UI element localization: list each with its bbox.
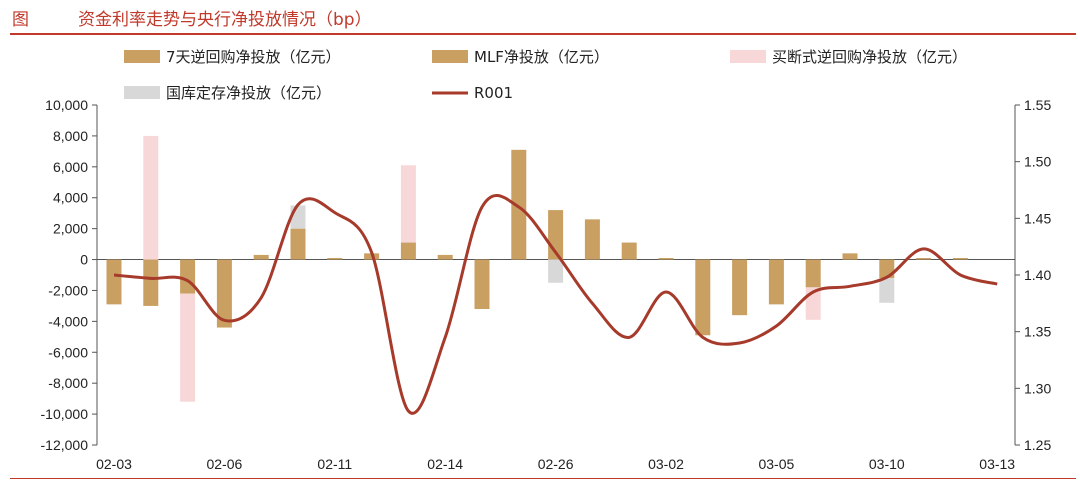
- right-tick-label: 1.45: [1024, 210, 1051, 226]
- left-tick-label: -8,000: [48, 375, 88, 391]
- bar-repo7: [511, 149, 527, 260]
- title-rule: [10, 33, 1076, 35]
- left-tick-label: 4,000: [53, 190, 88, 206]
- legend-label-treasury: 国库定存净投放（亿元）: [166, 84, 331, 102]
- left-tick-label: -4,000: [48, 313, 88, 329]
- tick-labels: 10,000 8,000 6,000 4,000 2,000 0 -2,000 -4,000 -…: [41, 97, 1052, 472]
- line-series: [113, 193, 998, 415]
- x-tick-label: 02-03: [96, 456, 132, 472]
- bar-repo7: [290, 228, 306, 260]
- bar-repo7: [253, 254, 269, 260]
- left-tick-label: -10,000: [41, 406, 89, 422]
- bar-repo7: [327, 258, 343, 260]
- right-tick-label: 1.35: [1024, 324, 1051, 340]
- bar-repo7: [216, 259, 232, 328]
- left-tick-label: 8,000: [53, 128, 88, 144]
- left-tick-label: -2,000: [48, 282, 88, 298]
- x-tick-label: 03-13: [979, 456, 1015, 472]
- x-tick-label: 03-02: [648, 456, 684, 472]
- right-tick-label: 1.25: [1024, 437, 1051, 453]
- left-tick-label: 6,000: [53, 159, 88, 175]
- bar-outright: [143, 135, 159, 260]
- bar-repo7: [732, 259, 748, 316]
- x-tick-label: 02-11: [317, 456, 352, 472]
- bar-treasury: [290, 205, 306, 229]
- legend-label-repo7: 7天逆回购净投放（亿元）: [166, 48, 341, 66]
- legend-swatch-repo7: [124, 50, 160, 63]
- legend-swatch-treasury: [124, 86, 160, 99]
- bar-repo7: [143, 259, 159, 306]
- x-tick-label: 03-10: [869, 456, 905, 472]
- x-tick-label: 02-06: [206, 456, 242, 472]
- bar-repo7: [584, 219, 600, 260]
- bar-repo7: [658, 258, 674, 260]
- right-tick-label: 1.40: [1024, 267, 1051, 283]
- legend-swatch-mlf: [432, 50, 468, 63]
- bar-repo7: [180, 259, 196, 294]
- bar-repo7: [805, 259, 821, 288]
- legend-swatch-outright: [730, 50, 766, 63]
- bar-outright: [400, 165, 416, 243]
- bar-treasury: [879, 278, 895, 303]
- legend-label-r001: R001: [474, 84, 513, 102]
- bar-repo7: [400, 242, 416, 260]
- legend: 7天逆回购净投放（亿元） MLF净投放（亿元） 买断式逆回购净投放（亿元） 国库定存净…: [124, 48, 967, 102]
- left-tick-label: -6,000: [48, 344, 88, 360]
- left-tick-label: 10,000: [45, 97, 88, 113]
- right-tick-label: 1.50: [1024, 154, 1051, 170]
- bar-repo7: [916, 258, 932, 260]
- bar-repo7: [842, 253, 858, 260]
- bar-repo7: [952, 258, 968, 260]
- chart-title: 资金利率走势与央行净投放情况（bp）: [78, 10, 372, 30]
- bottom-rule: [10, 478, 1076, 479]
- chart-header: 图 资金利率走势与央行净投放情况（bp）: [0, 0, 1080, 35]
- legend-label-mlf: MLF净投放（亿元）: [474, 48, 609, 66]
- bar-repo7: [437, 254, 453, 260]
- bar-repo7: [474, 259, 490, 309]
- bar-treasury: [548, 259, 564, 283]
- left-tick-label: 0: [80, 252, 88, 268]
- x-tick-label: 02-26: [538, 456, 574, 472]
- x-tick-label: 02-14: [427, 456, 463, 472]
- bar-outright: [180, 293, 196, 402]
- figure-label: 图: [12, 10, 29, 30]
- left-tick-label: -12,000: [41, 437, 89, 453]
- right-tick-label: 1.30: [1024, 380, 1051, 396]
- bars: [106, 135, 968, 402]
- bar-repo7: [695, 259, 711, 336]
- series-line-r001: [113, 193, 998, 415]
- bar-repo7: [621, 242, 637, 260]
- bar-repo7: [106, 259, 122, 305]
- left-tick-label: 2,000: [53, 221, 88, 237]
- bar-repo7: [768, 259, 784, 305]
- right-tick-label: 1.55: [1024, 97, 1051, 113]
- legend-label-outright: 买断式逆回购净投放（亿元）: [772, 48, 967, 66]
- x-tick-label: 03-05: [758, 456, 794, 472]
